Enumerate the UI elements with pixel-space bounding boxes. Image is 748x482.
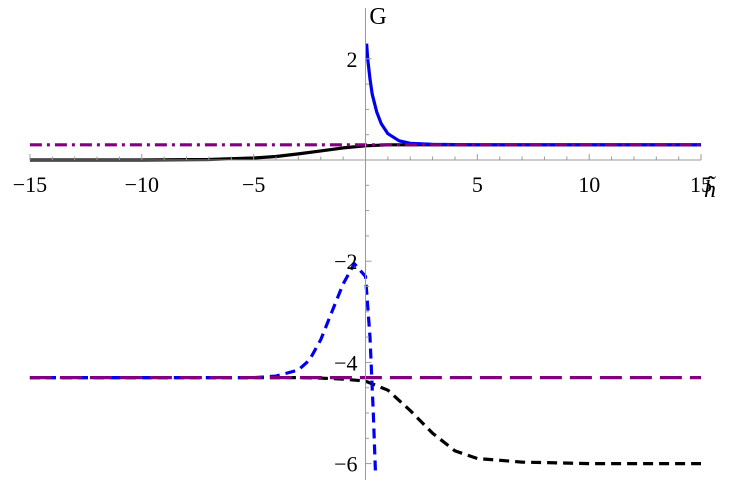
x-tick-label: −15	[13, 172, 47, 197]
y-axis-label: G	[369, 4, 386, 30]
y-tick-label: −4	[334, 350, 357, 375]
x-tick-label: 10	[578, 172, 600, 197]
x-axis-label: h̃	[704, 175, 716, 203]
axes-layer	[29, 8, 702, 480]
x-tick-label: −10	[125, 172, 159, 197]
series-3-line	[29, 376, 701, 466]
y-tick-label: 2	[347, 47, 358, 72]
y-tick-label: −2	[334, 249, 357, 274]
series-4-line	[29, 262, 378, 477]
y-tick-label: −6	[334, 452, 357, 477]
x-tick-label: 5	[472, 172, 483, 197]
x-tick-label: −5	[242, 172, 265, 197]
labels-layer: −15 −10 −5 5 10 15 −6 −4 −2 2	[13, 47, 712, 477]
x-tick-label: 15	[690, 172, 712, 197]
series-1-line	[365, 43, 701, 147]
